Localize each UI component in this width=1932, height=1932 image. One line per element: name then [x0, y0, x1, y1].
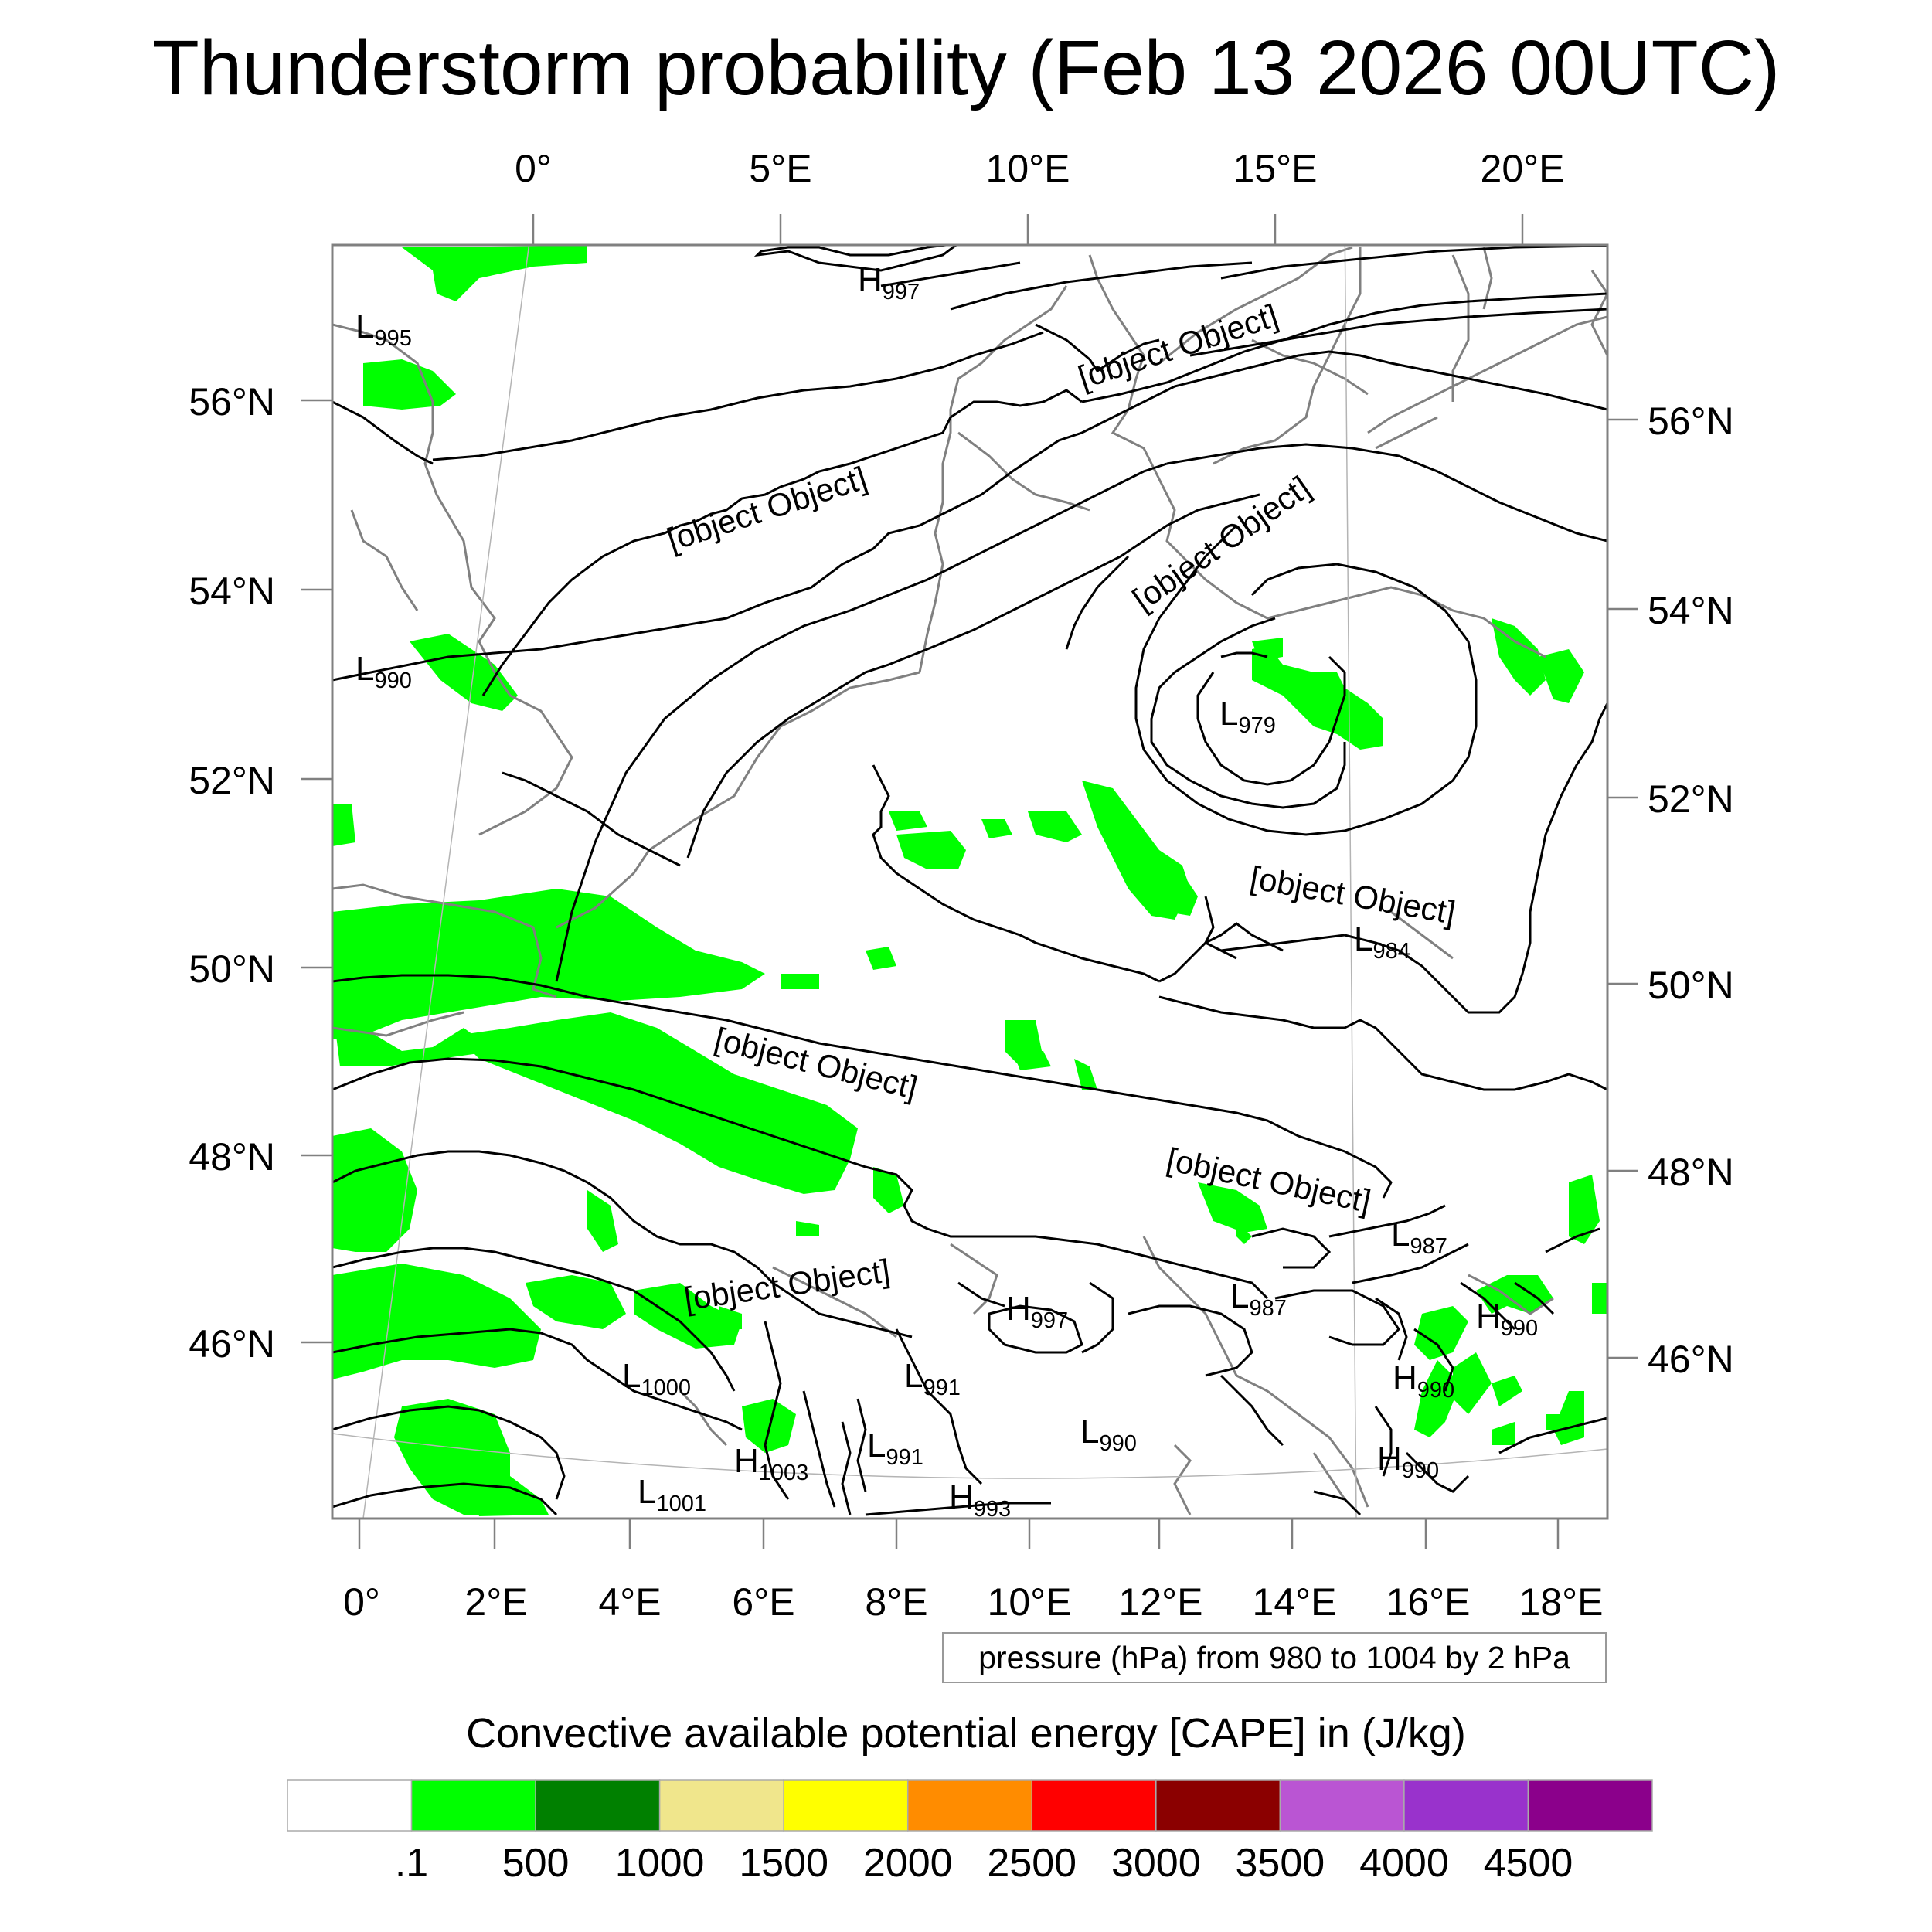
- bottom-lon-label: 0°: [343, 1580, 380, 1624]
- cape-areas: [332, 246, 1607, 1516]
- pressure-center-low: L987: [1230, 1277, 1287, 1321]
- colorbar-label: 2500: [987, 1841, 1077, 1886]
- colorbar-swatch: [906, 1779, 1033, 1832]
- left-lat-label: 48°N: [189, 1135, 275, 1179]
- top-lon-label: 15°E: [1233, 147, 1318, 190]
- right-lat-labels: 56°N 54°N 52°N 50°N 48°N 46°N: [1648, 400, 1734, 1381]
- isobar-label: [object Object]: [1126, 469, 1317, 617]
- colorbar-swatch: [410, 1779, 536, 1832]
- left-lat-label: 56°N: [189, 380, 275, 423]
- pressure-center-high: H990: [1476, 1298, 1538, 1341]
- isobar-label: [object Object]: [662, 459, 871, 558]
- bottom-lon-label: 16°E: [1386, 1580, 1471, 1624]
- pressure-center-low: L990: [355, 650, 412, 693]
- colorbar-title: Convective available potential energy [C…: [466, 1710, 1466, 1757]
- pressure-center-low: L991: [904, 1357, 961, 1400]
- colorbar-label: 3500: [1236, 1841, 1325, 1886]
- pressure-center-high: H990: [1377, 1440, 1439, 1483]
- top-lon-label: 20°E: [1481, 147, 1565, 190]
- isobar-label: [object Object]: [1164, 1141, 1374, 1219]
- left-lat-labels: 56°N 54°N 52°N 50°N 48°N 46°N: [189, 380, 275, 1366]
- left-lat-label: 46°N: [189, 1322, 275, 1366]
- bottom-lon-label: 12°E: [1119, 1580, 1203, 1624]
- pressure-center-high: H990: [1393, 1359, 1454, 1403]
- bottom-lon-label: 2°E: [464, 1580, 527, 1624]
- coastlines: [332, 246, 1607, 1515]
- bottom-lon-labels: 0° 2°E 4°E 6°E 8°E 10°E 12°E 14°E 16°E 1…: [343, 1580, 1603, 1624]
- colorbar-swatch: [1155, 1779, 1281, 1832]
- colorbar-swatch: [658, 1779, 784, 1832]
- top-lon-label: 5°E: [749, 147, 811, 190]
- colorbar-swatch: [535, 1779, 661, 1832]
- pressure-center-low: L1001: [638, 1473, 706, 1516]
- right-lat-label: 46°N: [1648, 1338, 1734, 1381]
- graticule: [332, 245, 1607, 1519]
- map-title: Thunderstorm probability (Feb 13 2026 00…: [151, 25, 1781, 111]
- colorbar-label: 500: [502, 1841, 570, 1886]
- top-lon-label: 0°: [515, 147, 552, 190]
- colorbar: .1 500 1000 1500 2000 2500 3000 3500 4000 4500: [287, 1779, 1653, 1886]
- bottom-lon-label: 18°E: [1519, 1580, 1604, 1624]
- right-lat-label: 48°N: [1648, 1151, 1734, 1194]
- contour-info-box: pressure (hPa) from 980 to 1004 by 2 hPa: [942, 1632, 1607, 1683]
- top-lon-labels: 0° 5°E 10°E 15°E 20°E: [515, 147, 1564, 190]
- pressure-center-high: H993: [949, 1478, 1011, 1522]
- colorbar-label: .1: [395, 1841, 428, 1886]
- tick-marks: [301, 214, 1638, 1549]
- pressure-centers: L995 L990 H997 L979 L984 L987 L987 H990 …: [355, 261, 1538, 1522]
- left-lat-label: 54°N: [189, 570, 275, 613]
- pressure-center-low: L984: [1354, 920, 1410, 964]
- colorbar-label: 1500: [739, 1841, 828, 1886]
- map-frame: [331, 243, 1609, 1520]
- bottom-lon-label: 8°E: [865, 1580, 927, 1624]
- bottom-lon-label: 10°E: [988, 1580, 1072, 1624]
- isobar-label: [object Object]: [682, 1252, 892, 1317]
- pressure-center-low: L990: [1080, 1413, 1137, 1456]
- colorbar-label: 4000: [1359, 1841, 1449, 1886]
- colorbar-swatch: [783, 1779, 909, 1832]
- isobar-label: [object Object]: [1247, 859, 1458, 931]
- pressure-center-low: L979: [1219, 695, 1276, 738]
- colorbar-label: 2000: [863, 1841, 953, 1886]
- pressure-center-low: L987: [1391, 1216, 1447, 1259]
- colorbar-swatch: [1031, 1779, 1157, 1832]
- pressure-center-high: H997: [858, 261, 920, 304]
- top-lon-label: 10°E: [986, 147, 1070, 190]
- bottom-lon-label: 6°E: [732, 1580, 794, 1624]
- pressure-center-low: L995: [355, 308, 412, 351]
- colorbar-label: 3000: [1111, 1841, 1201, 1886]
- pressure-center-low: L1000: [622, 1357, 691, 1400]
- left-lat-label: 50°N: [189, 947, 275, 991]
- pressure-center-high: H1003: [734, 1442, 808, 1485]
- colorbar-swatch: [287, 1779, 413, 1832]
- colorbar-label: 4500: [1484, 1841, 1573, 1886]
- pressure-center-low: L991: [867, 1427, 923, 1470]
- colorbar-swatch: [1279, 1779, 1405, 1832]
- pressure-center-high: H997: [1006, 1290, 1068, 1333]
- colorbar-label: 1000: [615, 1841, 705, 1886]
- colorbar-swatch: [1403, 1779, 1529, 1832]
- right-lat-label: 54°N: [1648, 589, 1734, 632]
- bottom-lon-label: 14°E: [1253, 1580, 1337, 1624]
- bottom-lon-label: 4°E: [598, 1580, 661, 1624]
- isobars: [332, 245, 1607, 1516]
- left-lat-label: 52°N: [189, 759, 275, 802]
- right-lat-label: 50°N: [1648, 964, 1734, 1007]
- colorbar-swatch: [1527, 1779, 1653, 1832]
- right-lat-label: 56°N: [1648, 400, 1734, 443]
- right-lat-label: 52°N: [1648, 777, 1734, 821]
